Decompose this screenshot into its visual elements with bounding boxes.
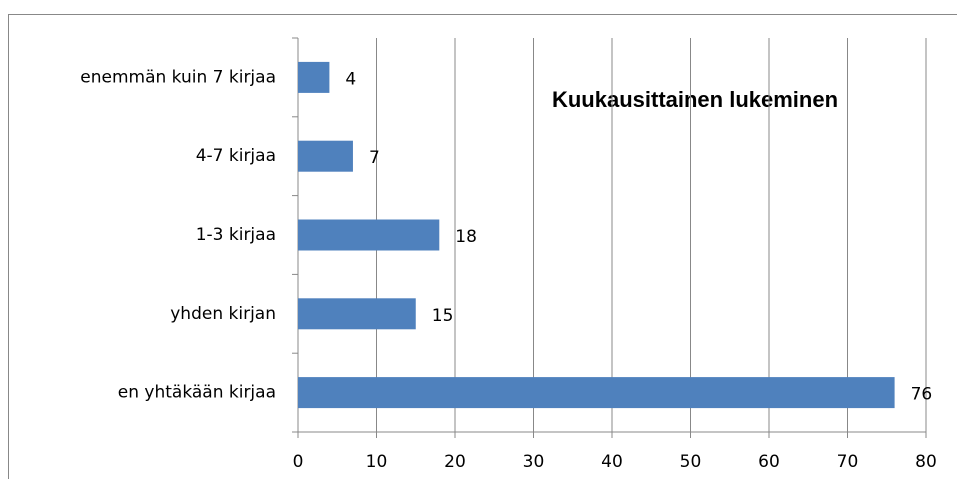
y-tick-label: enemmän kuin 7 kirjaa <box>80 67 276 87</box>
x-tick-label: 10 <box>366 452 388 472</box>
data-label: 76 <box>911 385 933 405</box>
y-tick-label: yhden kirjan <box>170 304 276 324</box>
y-tick-label: 1-3 kirjaa <box>196 225 276 245</box>
bar <box>298 219 440 251</box>
x-tick-label: 0 <box>293 452 304 472</box>
y-tick-label: en yhtäkään kirjaa <box>118 383 276 403</box>
x-tick-label: 70 <box>837 452 859 472</box>
x-tick-label: 50 <box>680 452 702 472</box>
data-label: 4 <box>345 69 356 89</box>
x-tick-label: 60 <box>758 452 780 472</box>
bar <box>298 377 895 409</box>
x-tick-label: 20 <box>444 452 466 472</box>
data-label: 7 <box>369 148 380 168</box>
x-tick-label: 40 <box>601 452 623 472</box>
bar <box>298 298 416 330</box>
bar <box>298 140 353 172</box>
x-tick-label: 30 <box>523 452 545 472</box>
x-tick-label: 80 <box>915 452 937 472</box>
bar <box>298 61 330 93</box>
chart-title: Kuukausittainen lukeminen <box>552 87 838 112</box>
y-tick-label: 4-7 kirjaa <box>196 146 276 166</box>
data-label: 18 <box>455 227 477 247</box>
data-label: 15 <box>432 306 454 326</box>
